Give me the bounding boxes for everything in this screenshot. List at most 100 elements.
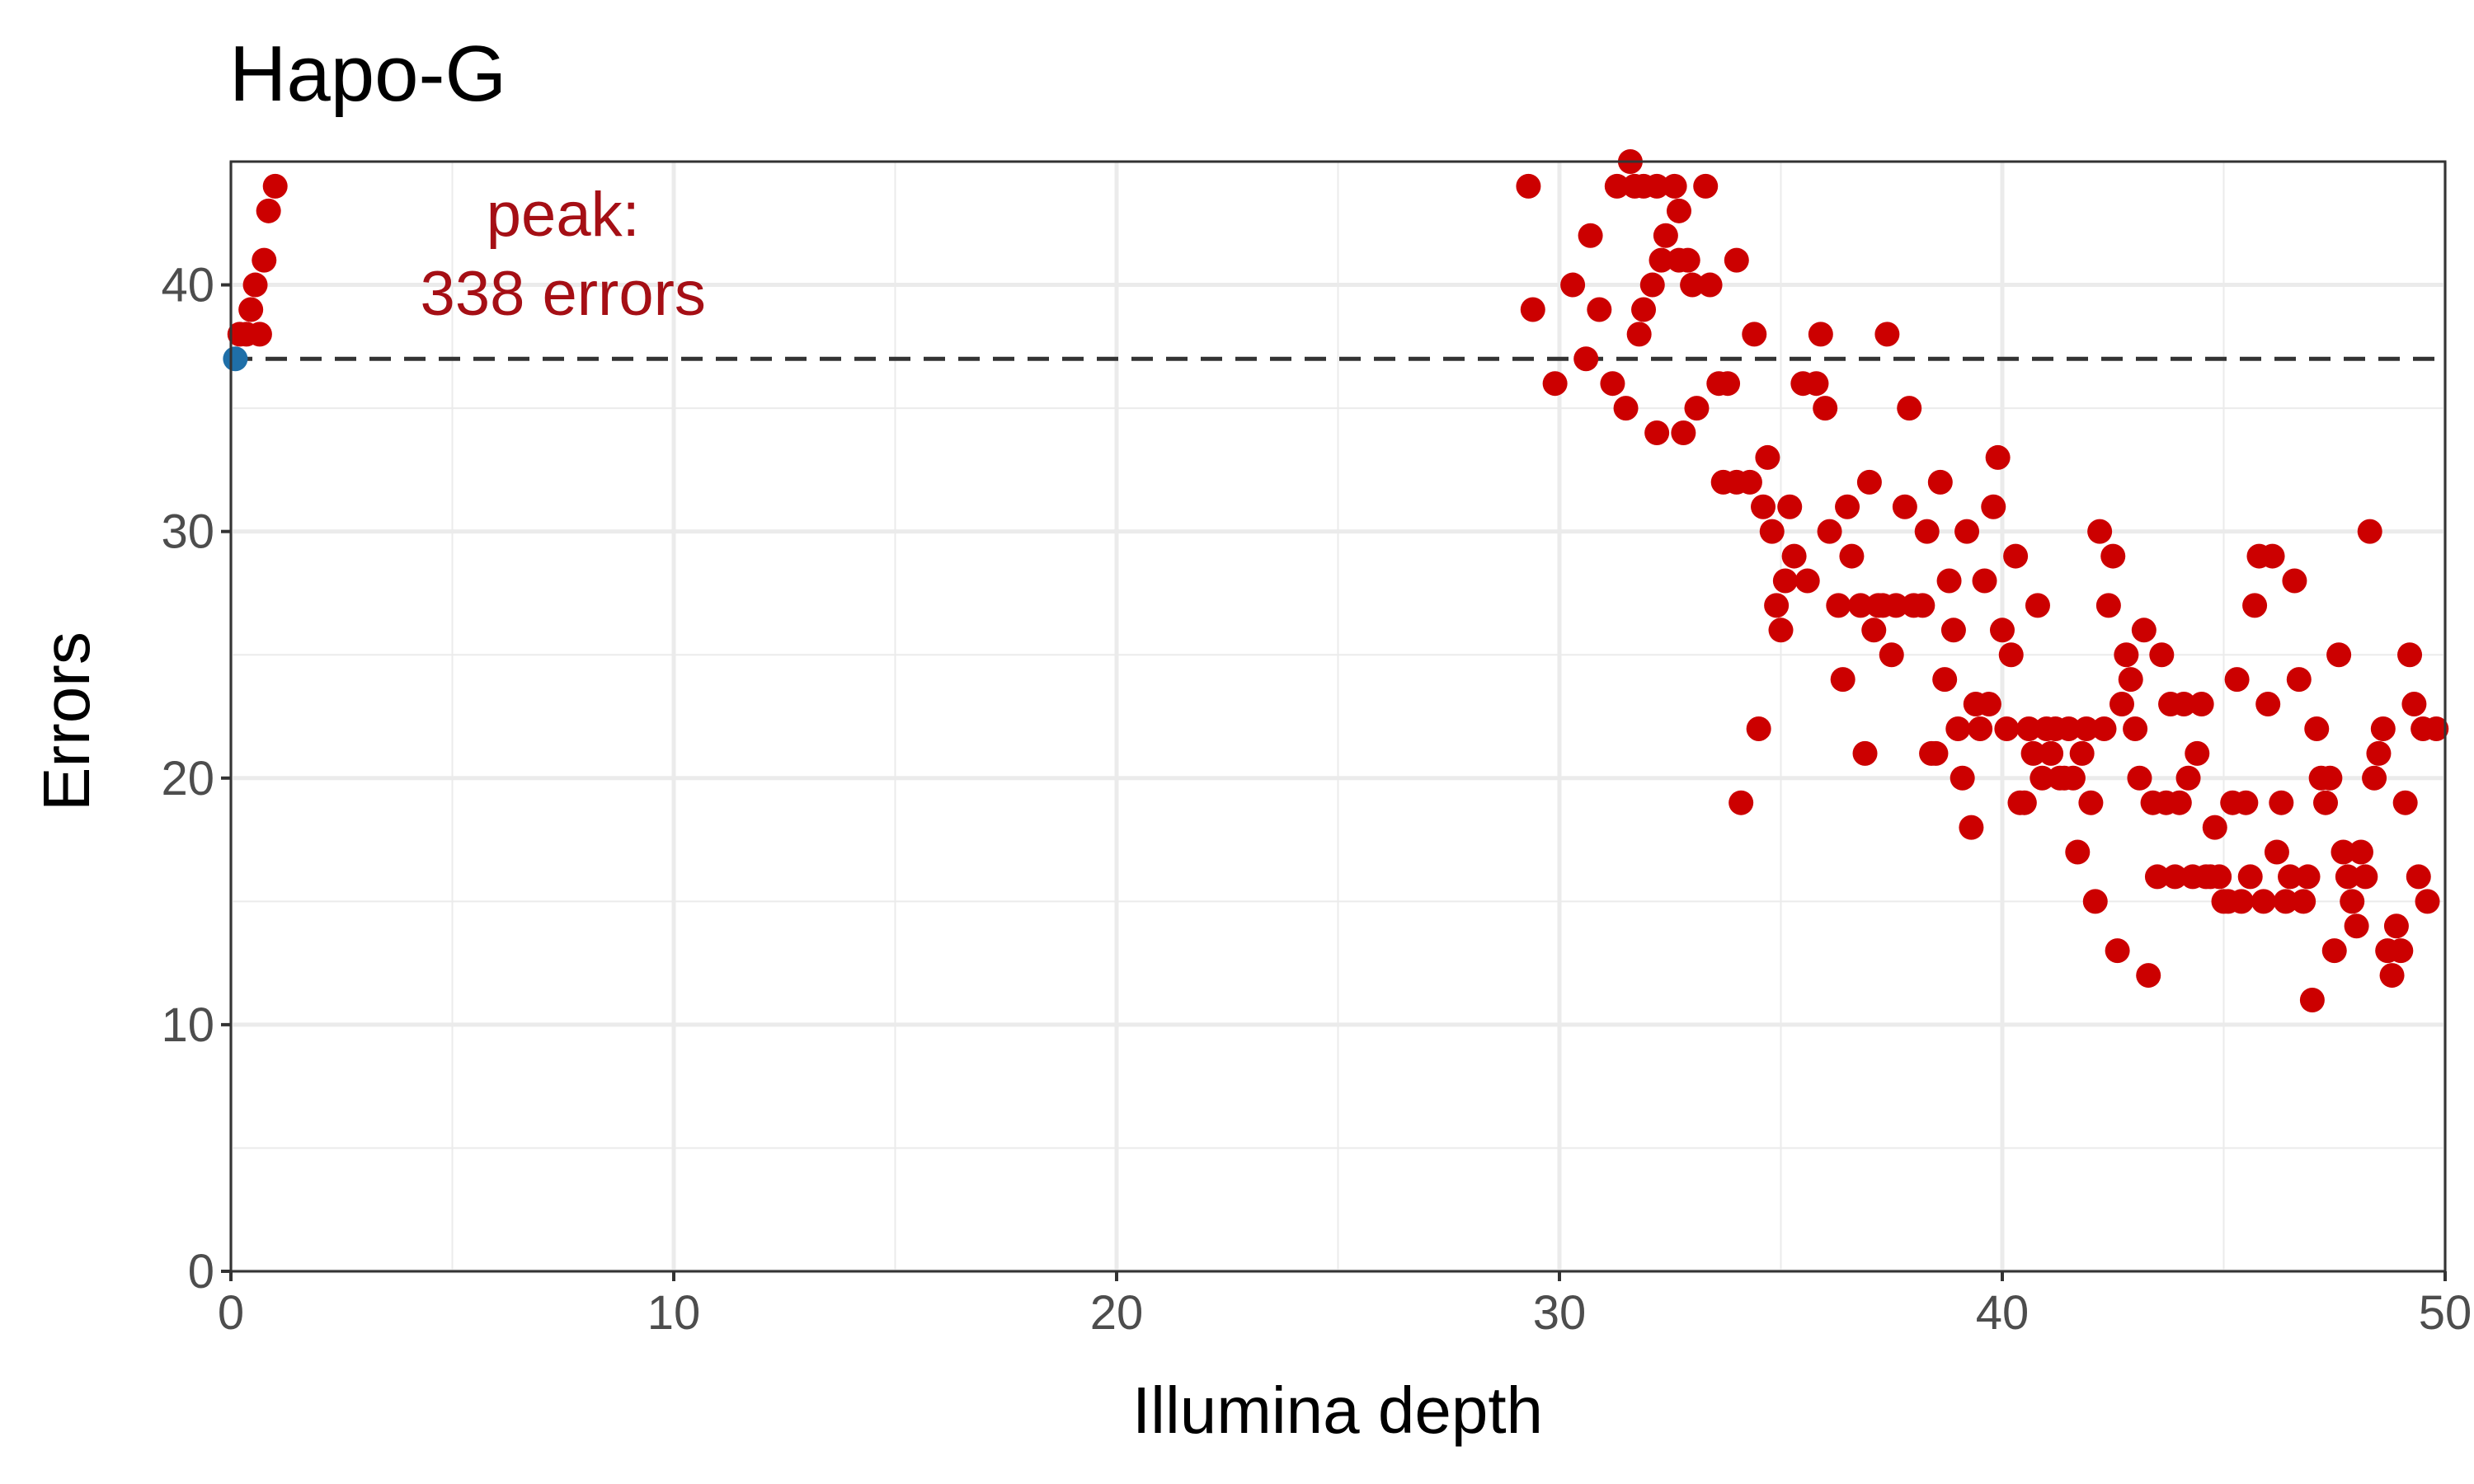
data-point — [1856, 469, 1882, 495]
data-point — [223, 346, 248, 372]
data-point — [2123, 716, 2148, 741]
data-point — [1542, 371, 1568, 397]
data-point — [2340, 889, 2365, 914]
data-point — [1852, 740, 1878, 766]
data-point — [1759, 519, 1785, 544]
data-point — [2100, 543, 2126, 569]
data-point — [2370, 716, 2396, 741]
data-point — [2362, 765, 2387, 791]
data-point — [1781, 543, 1807, 569]
data-point — [1684, 396, 1710, 421]
data-point — [2278, 864, 2303, 890]
data-point — [2131, 618, 2157, 643]
data-point — [1813, 396, 1838, 421]
data-point — [1968, 716, 1993, 741]
data-point — [1910, 593, 1935, 618]
data-point — [1936, 568, 1962, 594]
data-point — [1897, 396, 1922, 421]
data-point — [2189, 692, 2214, 717]
data-point — [1861, 618, 1887, 643]
data-point — [1990, 618, 2015, 643]
data-point — [1666, 198, 1691, 223]
data-point — [1662, 173, 1687, 199]
data-point — [1631, 297, 1657, 322]
data-point — [2326, 642, 2352, 668]
data-point — [1892, 494, 1917, 519]
data-point — [1729, 790, 1754, 815]
data-point — [1826, 593, 1851, 618]
data-point — [1578, 223, 1603, 248]
data-point — [2291, 889, 2316, 914]
data-point — [1613, 396, 1639, 421]
data-point — [1932, 667, 1958, 693]
data-point — [2065, 839, 2091, 865]
data-point — [2074, 716, 2100, 741]
data-point — [1587, 297, 1612, 322]
data-point — [262, 173, 288, 199]
data-point — [2313, 790, 2339, 815]
data-point — [1981, 494, 2006, 519]
data-point — [1751, 494, 1776, 519]
data-point — [1626, 322, 1652, 347]
data-point — [2185, 740, 2210, 766]
data-point — [2269, 790, 2294, 815]
data-point — [2424, 716, 2449, 741]
data-point — [1671, 420, 1696, 446]
data-point — [1742, 322, 1767, 347]
data-point — [1959, 815, 1984, 840]
data-point — [1764, 593, 1790, 618]
data-point — [2136, 963, 2161, 989]
data-point — [1755, 444, 1780, 470]
data-point — [1954, 519, 1980, 544]
data-point — [2030, 765, 2055, 791]
x-axis-ticks: 0 10 20 30 40 50 — [218, 1271, 2472, 1340]
data-point — [1715, 371, 1741, 397]
data-point — [2366, 740, 2392, 766]
y-axis-ticks: 0 10 20 30 40 — [161, 259, 231, 1298]
data-point — [2304, 716, 2330, 741]
data-point — [1697, 272, 1723, 298]
data-point — [2406, 864, 2431, 890]
data-point — [2299, 987, 2325, 1012]
data-point — [1600, 371, 1625, 397]
x-tick-label: 0 — [218, 1286, 244, 1340]
y-tick-label: 10 — [161, 998, 214, 1052]
data-point — [2224, 667, 2250, 693]
x-tick-label: 50 — [2419, 1286, 2472, 1340]
data-point — [1737, 469, 1762, 495]
data-point — [1808, 322, 1833, 347]
data-point — [2264, 839, 2289, 865]
data-point — [1927, 469, 1953, 495]
data-point — [2105, 938, 2130, 964]
y-tick-label: 20 — [161, 752, 214, 805]
data-point — [1804, 371, 1829, 397]
data-point — [1604, 173, 1630, 199]
data-point — [2025, 593, 2050, 618]
data-point — [2127, 765, 2152, 791]
data-point — [1848, 593, 1874, 618]
data-point — [1746, 716, 1771, 741]
peak-annotation-line2: 338 errors — [421, 259, 706, 329]
chart-title: Hapo-G — [229, 30, 506, 118]
x-axis-title: Illumina depth — [1132, 1374, 1543, 1447]
data-point — [2392, 790, 2418, 815]
data-point — [1874, 322, 1900, 347]
data-point — [2255, 692, 2281, 717]
data-point — [1839, 543, 1865, 569]
data-point — [1994, 716, 2020, 741]
data-point — [2109, 692, 2134, 717]
data-point — [247, 322, 272, 347]
data-point — [2082, 889, 2108, 914]
data-point — [2056, 716, 2081, 741]
data-point — [2114, 642, 2139, 668]
data-point — [2282, 568, 2307, 594]
data-point — [2388, 938, 2414, 964]
data-point — [1817, 519, 1842, 544]
data-point — [2331, 839, 2356, 865]
data-point — [1985, 444, 2011, 470]
data-point — [2011, 790, 2037, 815]
data-point — [1639, 272, 1665, 298]
data-point — [242, 272, 268, 298]
